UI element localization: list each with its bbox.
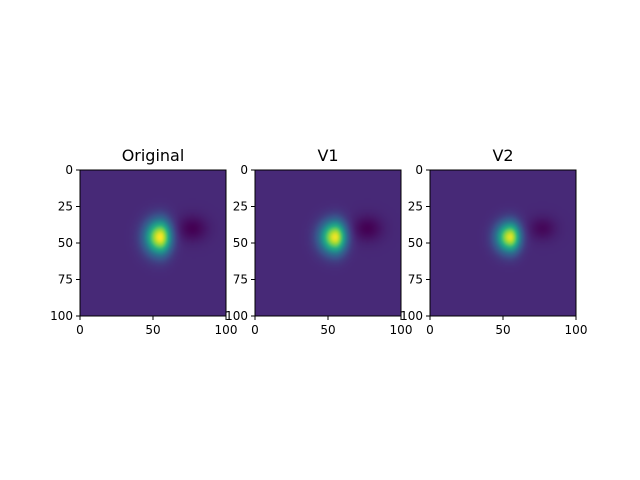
- y-tick-label: 50: [233, 236, 248, 250]
- panel-title: V1: [317, 146, 338, 165]
- y-tick-label: 100: [225, 309, 248, 323]
- heatmap-image: [80, 170, 226, 316]
- heatmap-image: [430, 170, 576, 316]
- y-tick-label: 75: [408, 273, 423, 287]
- x-tick-label: 100: [390, 323, 413, 337]
- x-tick-label: 50: [145, 323, 160, 337]
- x-tick-label: 50: [495, 323, 510, 337]
- y-tick-label: 75: [58, 273, 73, 287]
- y-tick-label: 0: [65, 163, 73, 177]
- y-tick-label: 75: [233, 273, 248, 287]
- y-tick-label: 25: [408, 200, 423, 214]
- x-tick-label: 100: [215, 323, 238, 337]
- y-tick-label: 100: [50, 309, 73, 323]
- x-tick-label: 0: [76, 323, 84, 337]
- y-tick-label: 50: [408, 236, 423, 250]
- y-tick-label: 25: [233, 200, 248, 214]
- y-tick-label: 0: [240, 163, 248, 177]
- x-tick-label: 0: [251, 323, 259, 337]
- y-tick-label: 100: [400, 309, 423, 323]
- panel-title: Original: [122, 146, 185, 165]
- heatmap-image: [255, 170, 401, 316]
- x-tick-label: 0: [426, 323, 434, 337]
- y-tick-label: 25: [58, 200, 73, 214]
- y-tick-label: 50: [58, 236, 73, 250]
- x-tick-label: 100: [565, 323, 588, 337]
- x-tick-label: 50: [320, 323, 335, 337]
- y-tick-label: 0: [415, 163, 423, 177]
- panel-title: V2: [492, 146, 513, 165]
